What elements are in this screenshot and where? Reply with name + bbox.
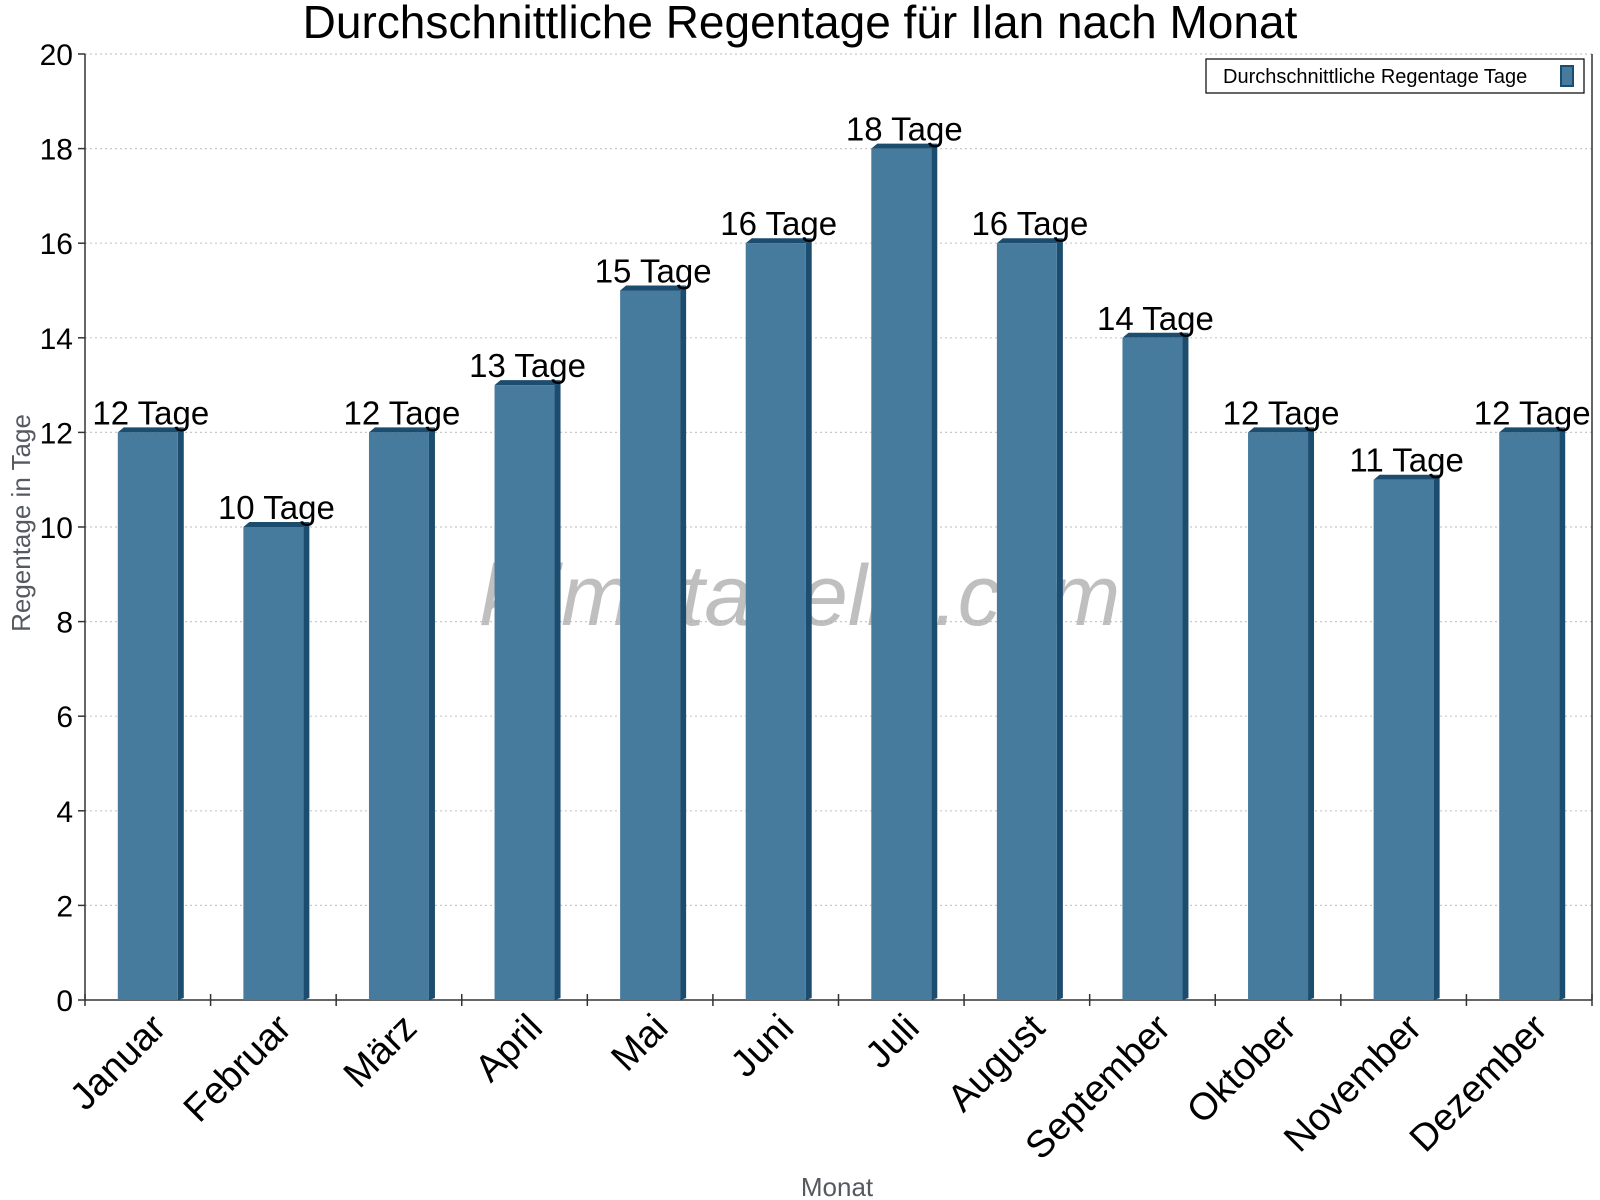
bar-front-face [871, 148, 932, 1001]
bar-front-face [1373, 479, 1434, 1000]
bar-side-face [1559, 427, 1566, 1000]
axes [78, 53, 1593, 1006]
bar-april [494, 380, 561, 1001]
legend-box [1205, 58, 1585, 94]
bar-top-face [1248, 427, 1315, 433]
value-label: 11 Tage [1349, 442, 1463, 479]
bar-top-face [996, 238, 1063, 244]
grid-lines [85, 53, 1592, 907]
legend-swatch [1560, 65, 1574, 87]
y-tick-label: 0 [56, 985, 73, 1018]
bar-top-face [745, 238, 812, 244]
value-label: 15 Tage [595, 253, 712, 290]
bar-september [1122, 332, 1189, 1000]
bar-side-face [680, 285, 687, 1000]
bar-top-face [1373, 474, 1440, 480]
x-tick-label: Juli [858, 1007, 928, 1077]
bar-januar [117, 427, 184, 1000]
bar-front-face [620, 290, 681, 1000]
bar-front-face [1499, 432, 1560, 1000]
value-label: 18 Tage [846, 111, 963, 148]
bar-top-face [368, 427, 435, 433]
value-label: 12 Tage [1223, 394, 1340, 431]
y-tick-label: 8 [56, 607, 73, 640]
x-axis-label: Monat [801, 1172, 874, 1200]
bar-side-face [1433, 474, 1440, 1000]
value-label: 13 Tage [469, 347, 586, 384]
bar-top-face [871, 143, 938, 149]
bar-side-face [428, 427, 435, 1000]
x-tick-label: Februar [176, 1006, 300, 1130]
y-tick-label: 20 [40, 39, 73, 72]
bar-front-face [1122, 337, 1183, 1000]
bar-top-face [243, 522, 310, 527]
y-tick-label: 2 [56, 890, 73, 923]
x-tick-label: Januar [62, 1006, 174, 1118]
bar-top-face [494, 380, 561, 386]
bar-märz [368, 427, 435, 1000]
bar-top-face [117, 427, 184, 433]
value-label: 12 Tage [1474, 394, 1591, 431]
bar-side-face [1308, 427, 1315, 1000]
bar-august [996, 238, 1063, 1000]
bar-november [1373, 474, 1440, 1000]
y-tick-label: 14 [40, 323, 73, 356]
bar-side-face [805, 238, 812, 1000]
bar-side-face [1182, 332, 1189, 1000]
bar-front-face [745, 243, 806, 1000]
bar-front-face [494, 385, 555, 1001]
y-tick-label: 12 [40, 417, 73, 450]
bar-februar [243, 522, 310, 1000]
y-tick-label: 18 [40, 134, 73, 167]
bar-side-face [554, 380, 561, 1001]
bar-mai [620, 285, 687, 1000]
value-label: 12 Tage [344, 394, 461, 431]
bar-top-face [620, 285, 687, 291]
bar-top-face [1499, 427, 1566, 433]
bar-front-face [1248, 432, 1309, 1000]
bar-front-face [368, 432, 429, 1000]
chart-title: Durchschnittliche Regentage für Ilan nac… [303, 0, 1298, 48]
y-tick-label: 6 [56, 701, 73, 734]
x-tick-label: Juni [723, 1007, 802, 1086]
y-axis-label: Regentage in Tage [6, 414, 36, 632]
bar-side-face [931, 143, 938, 1001]
y-tick-label: 10 [40, 512, 73, 545]
x-tick-label: Oktober [1179, 1006, 1305, 1132]
bars [117, 143, 1566, 1001]
bar-top-face [1122, 332, 1189, 338]
value-label: 14 Tage [1097, 300, 1214, 337]
bar-side-face [177, 427, 184, 1000]
bar-front-face [996, 243, 1057, 1000]
x-tick-label: August [940, 1006, 1054, 1120]
x-tick-label: Dezember [1402, 1006, 1556, 1160]
bar-juni [745, 238, 812, 1000]
value-label: 16 Tage [720, 205, 837, 242]
x-tick-label: April [467, 1007, 550, 1090]
bar-front-face [117, 432, 178, 1000]
bar-side-face [303, 522, 310, 1000]
bar-oktober [1248, 427, 1315, 1000]
bar-dezember [1499, 427, 1566, 1000]
bar-front-face [243, 527, 304, 1000]
value-label: 16 Tage [971, 205, 1088, 242]
bar-juli [871, 143, 938, 1001]
value-label: 10 Tage [218, 489, 335, 526]
y-tick-label: 4 [56, 796, 73, 829]
legend-entry-label: Durchschnittliche Regentage Tage [1223, 66, 1527, 88]
x-tick-label: März [336, 1007, 425, 1096]
y-tick-label: 16 [40, 228, 73, 261]
x-tick-label: Mai [603, 1007, 676, 1080]
value-label: 12 Tage [92, 394, 209, 431]
legend: Durchschnittliche Regentage Tage [1205, 58, 1585, 94]
bar-side-face [1056, 238, 1063, 1000]
x-tick-labels: Januar Februar März April Mai Juni Juli AugustS… [62, 1006, 1556, 1167]
y-tick-labels: 0 2 4 6 8 10 12 14 16 18 20 [40, 39, 73, 1018]
